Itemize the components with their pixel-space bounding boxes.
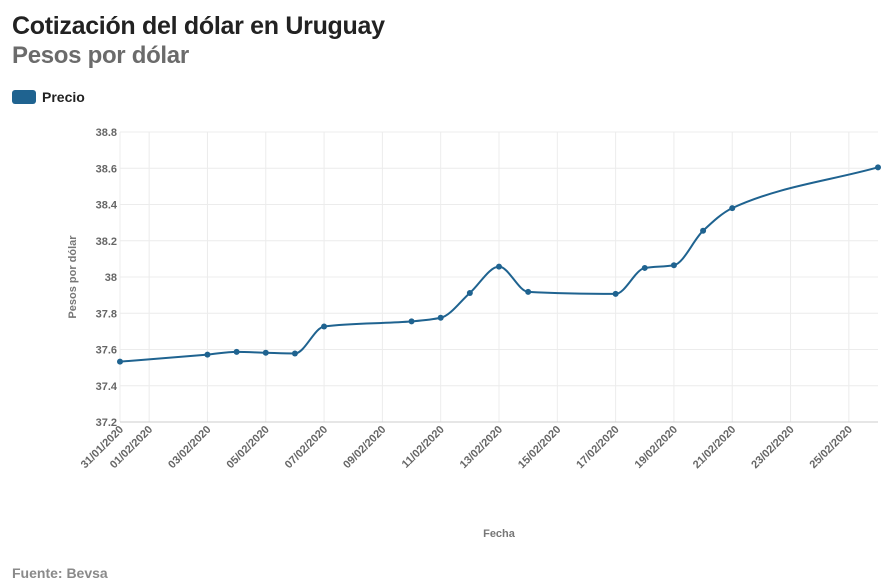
data-point[interactable]: [641, 264, 648, 271]
y-tick-label: 38: [105, 272, 117, 284]
legend-swatch: [12, 90, 36, 104]
legend-label: Precio: [42, 89, 85, 105]
data-point[interactable]: [496, 263, 502, 270]
y-tick-label: 38.4: [96, 200, 118, 212]
x-tick-label: 21/02/2020: [691, 424, 738, 471]
data-point[interactable]: [466, 289, 473, 296]
series-group: [117, 164, 881, 365]
x-tick-label: 17/02/2020: [574, 424, 621, 471]
y-tick-label: 37.8: [96, 308, 117, 320]
source-note: Fuente: Bevsa: [12, 565, 108, 581]
x-tick-label: 23/02/2020: [749, 424, 796, 471]
data-point[interactable]: [204, 351, 211, 358]
y-tick-label: 37.2: [96, 417, 117, 429]
y-tick-label: 38.8: [96, 127, 117, 139]
data-point[interactable]: [408, 318, 415, 325]
data-point[interactable]: [437, 314, 444, 321]
legend[interactable]: Precio: [12, 89, 85, 105]
chart-title: Cotización del dólar en Uruguay: [12, 12, 385, 40]
x-tick-label: 25/02/2020: [808, 424, 855, 471]
grid: [119, 131, 878, 423]
data-point[interactable]: [291, 350, 298, 357]
y-axis-title: Pesos por dólar: [67, 235, 79, 319]
data-point[interactable]: [700, 227, 707, 234]
data-point[interactable]: [729, 205, 736, 212]
y-tick-label: 37.6: [96, 345, 117, 357]
x-tick-label: 07/02/2020: [283, 424, 330, 471]
y-axis: 37.2 37.4 37.6 37.8 38 38.2 38.4 38.6 38.8: [96, 127, 118, 429]
x-tick-label: 05/02/2020: [224, 424, 271, 471]
data-point[interactable]: [117, 358, 123, 365]
data-point[interactable]: [262, 349, 269, 356]
data-point[interactable]: [670, 262, 677, 269]
data-point[interactable]: [233, 348, 240, 355]
data-point[interactable]: [612, 290, 619, 297]
x-tick-label: 03/02/2020: [166, 424, 213, 471]
y-tick-label: 37.4: [96, 381, 118, 393]
x-axis-title: Fecha: [483, 528, 516, 540]
x-tick-label: 13/02/2020: [458, 424, 505, 471]
y-tick-label: 38.2: [96, 236, 117, 248]
x-tick-label: 11/02/2020: [400, 424, 447, 471]
y-tick-label: 38.6: [96, 163, 117, 175]
x-tick-label: 09/02/2020: [341, 424, 388, 471]
data-point[interactable]: [875, 164, 881, 171]
x-tick-label: 19/02/2020: [633, 424, 680, 471]
data-point[interactable]: [321, 323, 328, 330]
chart-subtitle: Pesos por dólar: [12, 42, 189, 69]
x-tick-label: 15/02/2020: [516, 424, 563, 471]
data-point[interactable]: [525, 288, 532, 295]
